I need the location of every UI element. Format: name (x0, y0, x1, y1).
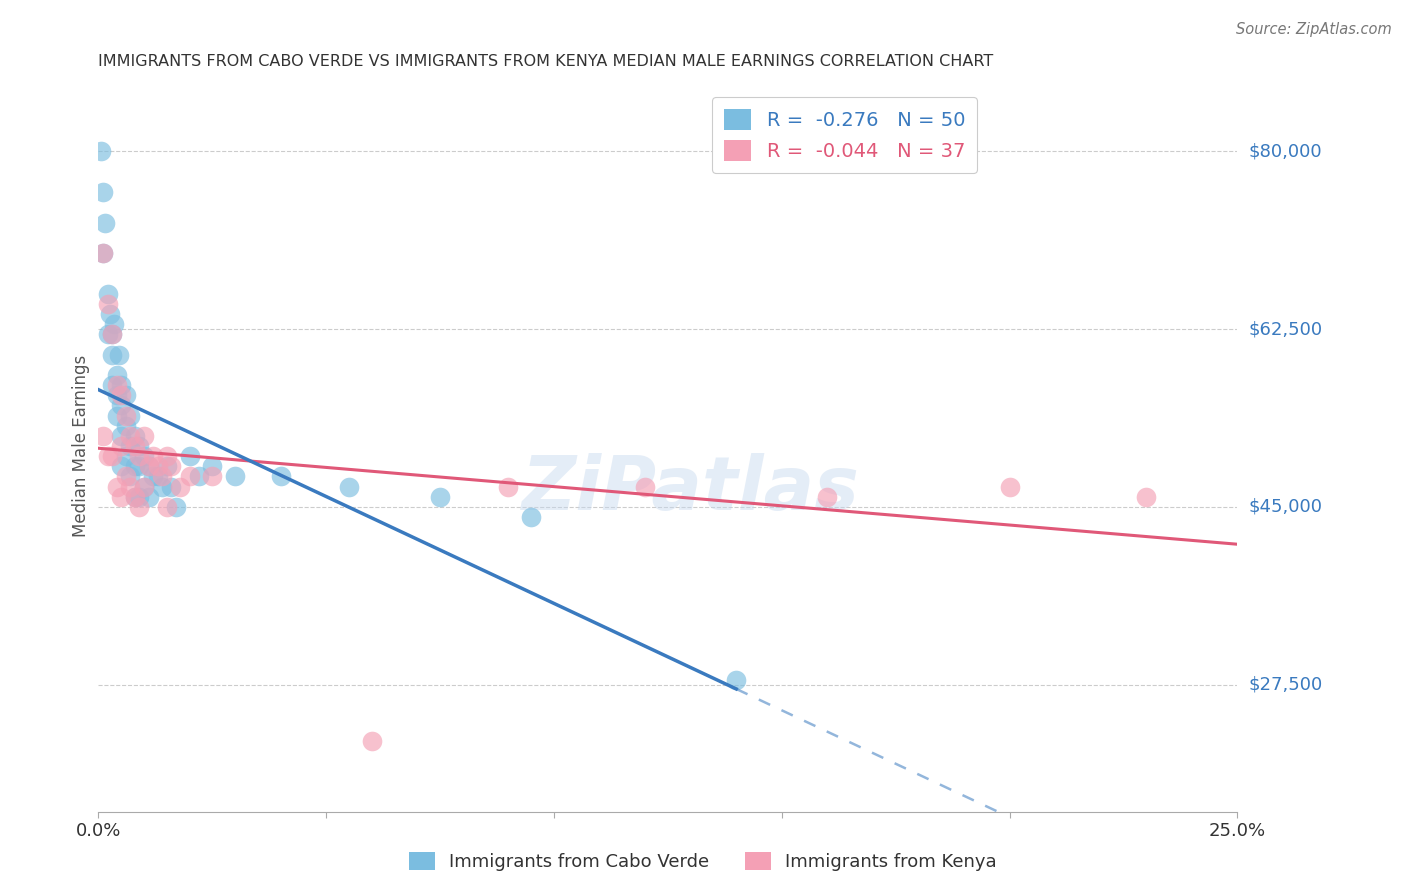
Point (187, 469, 209, 483)
Point (169, 480, 191, 494)
Point (429, 490, 451, 504)
Point (114, 409, 136, 423)
Point (110, 378, 132, 392)
Point (110, 388, 132, 402)
Point (110, 439, 132, 453)
Point (94, 215, 117, 229)
Text: IMMIGRANTS FROM CABO VERDE VS IMMIGRANTS FROM KENYA MEDIAN MALE EARNINGS CORRELA: IMMIGRANTS FROM CABO VERDE VS IMMIGRANTS… (98, 54, 994, 70)
Point (498, 480, 520, 494)
Point (179, 469, 201, 483)
Point (108, 347, 131, 362)
Point (156, 459, 179, 474)
Y-axis label: Median Male Earnings: Median Male Earnings (72, 355, 90, 537)
Point (132, 449, 155, 463)
Text: $80,000: $80,000 (1249, 143, 1322, 161)
Point (101, 327, 124, 342)
Text: $62,500: $62,500 (1249, 320, 1323, 338)
Point (124, 459, 146, 474)
Point (103, 317, 125, 331)
Point (101, 347, 124, 362)
Point (201, 459, 224, 474)
Text: Source: ZipAtlas.com: Source: ZipAtlas.com (1236, 22, 1392, 37)
Point (132, 480, 155, 494)
Point (224, 469, 246, 483)
Point (105, 480, 128, 494)
Legend: Immigrants from Cabo Verde, Immigrants from Kenya: Immigrants from Cabo Verde, Immigrants f… (402, 845, 1004, 879)
Point (150, 469, 173, 483)
Point (101, 378, 124, 392)
Point (110, 429, 132, 443)
Point (124, 490, 146, 504)
Point (120, 469, 142, 483)
Point (1135, 490, 1157, 504)
Point (105, 388, 128, 402)
Point (110, 459, 132, 474)
Point (120, 429, 142, 443)
Text: ZiPatlas: ZiPatlas (522, 453, 859, 526)
Point (128, 500, 150, 514)
Point (128, 459, 150, 474)
Point (156, 449, 179, 463)
Point (270, 469, 292, 483)
Point (142, 469, 165, 483)
Point (114, 449, 136, 463)
Point (634, 480, 657, 494)
Point (101, 327, 124, 342)
Text: $27,500: $27,500 (1249, 676, 1323, 694)
Point (132, 429, 155, 443)
Point (120, 409, 142, 423)
Point (91, 246, 114, 260)
Point (120, 439, 142, 453)
Point (142, 449, 165, 463)
Point (114, 418, 136, 433)
Point (128, 449, 150, 463)
Text: $45,000: $45,000 (1249, 498, 1323, 516)
Point (201, 469, 224, 483)
Point (124, 439, 146, 453)
Point (98, 307, 121, 321)
Point (165, 500, 187, 514)
Point (138, 459, 160, 474)
Point (156, 500, 179, 514)
Point (96, 327, 118, 342)
Point (128, 439, 150, 453)
Point (110, 398, 132, 412)
Point (91, 246, 114, 260)
Point (91, 429, 114, 443)
Point (105, 368, 128, 382)
Point (160, 459, 183, 474)
Point (815, 490, 838, 504)
Point (91, 185, 114, 199)
Point (124, 429, 146, 443)
Point (90, 145, 112, 159)
Point (96, 297, 118, 311)
Point (138, 490, 160, 504)
Point (520, 510, 543, 524)
Point (146, 459, 169, 474)
Legend: R =  -0.276   N = 50, R =  -0.044   N = 37: R = -0.276 N = 50, R = -0.044 N = 37 (713, 97, 977, 173)
Point (360, 733, 382, 747)
Point (96, 286, 118, 301)
Point (725, 673, 748, 687)
Point (101, 449, 124, 463)
Point (124, 490, 146, 504)
Point (998, 480, 1021, 494)
Point (337, 480, 360, 494)
Point (105, 378, 128, 392)
Point (138, 459, 160, 474)
Point (120, 480, 142, 494)
Point (150, 480, 173, 494)
Point (160, 480, 183, 494)
Point (114, 469, 136, 483)
Point (105, 409, 128, 423)
Point (146, 469, 169, 483)
Point (96, 449, 118, 463)
Point (110, 490, 132, 504)
Point (128, 490, 150, 504)
Point (179, 449, 201, 463)
Point (132, 480, 155, 494)
Point (114, 388, 136, 402)
